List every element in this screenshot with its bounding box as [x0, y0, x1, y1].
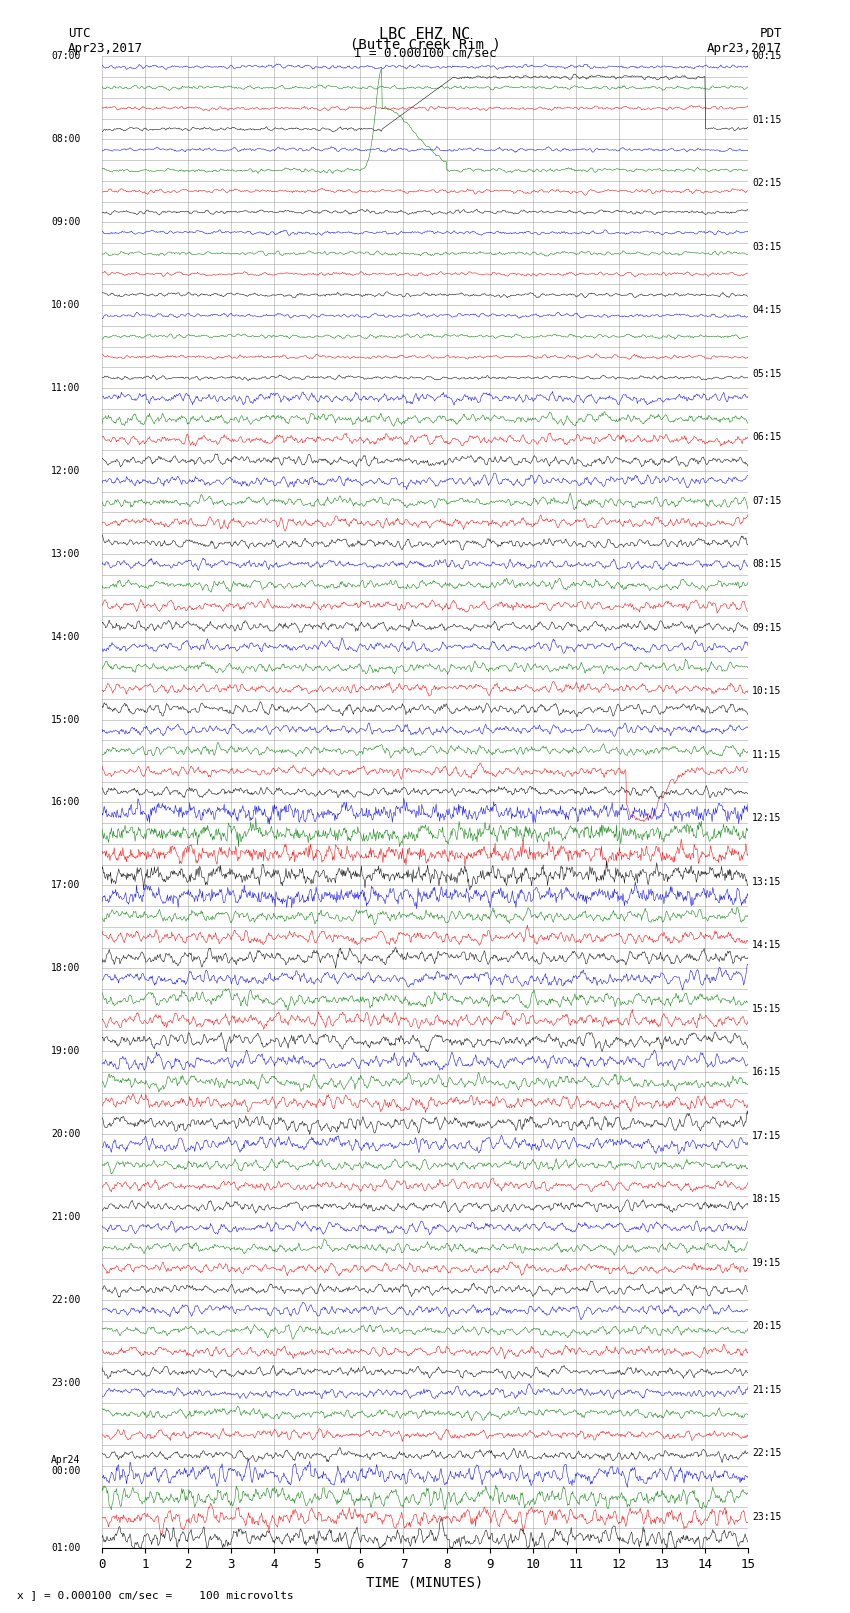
Text: 11:15: 11:15 — [752, 750, 782, 760]
Text: 09:15: 09:15 — [752, 623, 782, 632]
Text: PDT
Apr23,2017: PDT Apr23,2017 — [707, 27, 782, 55]
Text: 10:00: 10:00 — [51, 300, 81, 310]
Text: (Butte Creek Rim ): (Butte Creek Rim ) — [349, 37, 501, 52]
Text: 01:15: 01:15 — [752, 115, 782, 124]
Text: 18:15: 18:15 — [752, 1194, 782, 1205]
Text: 22:00: 22:00 — [51, 1295, 81, 1305]
Text: 16:00: 16:00 — [51, 797, 81, 808]
Text: 12:15: 12:15 — [752, 813, 782, 823]
Text: LBC EHZ NC: LBC EHZ NC — [379, 27, 471, 42]
Text: 15:00: 15:00 — [51, 715, 81, 724]
Text: 21:00: 21:00 — [51, 1211, 81, 1223]
Text: I = 0.000100 cm/sec: I = 0.000100 cm/sec — [354, 47, 496, 60]
Text: 22:15: 22:15 — [752, 1448, 782, 1458]
Text: 13:15: 13:15 — [752, 877, 782, 887]
Text: 13:00: 13:00 — [51, 548, 81, 558]
Text: 19:15: 19:15 — [752, 1258, 782, 1268]
Text: 08:00: 08:00 — [51, 134, 81, 144]
Text: 20:00: 20:00 — [51, 1129, 81, 1139]
Text: 07:15: 07:15 — [752, 495, 782, 506]
Text: 14:15: 14:15 — [752, 940, 782, 950]
Text: 17:15: 17:15 — [752, 1131, 782, 1140]
Text: 12:00: 12:00 — [51, 466, 81, 476]
Text: 01:00: 01:00 — [51, 1544, 81, 1553]
Text: 21:15: 21:15 — [752, 1384, 782, 1395]
Text: 09:00: 09:00 — [51, 218, 81, 227]
Text: 04:15: 04:15 — [752, 305, 782, 316]
Text: 07:00: 07:00 — [51, 52, 81, 61]
Text: 15:15: 15:15 — [752, 1003, 782, 1015]
Text: UTC
Apr23,2017: UTC Apr23,2017 — [68, 27, 143, 55]
Text: x ] = 0.000100 cm/sec =    100 microvolts: x ] = 0.000100 cm/sec = 100 microvolts — [17, 1590, 294, 1600]
Text: Apr24
00:00: Apr24 00:00 — [51, 1455, 81, 1476]
Text: 19:00: 19:00 — [51, 1047, 81, 1057]
Text: 23:00: 23:00 — [51, 1378, 81, 1387]
Text: 18:00: 18:00 — [51, 963, 81, 973]
Text: 11:00: 11:00 — [51, 382, 81, 394]
Text: 06:15: 06:15 — [752, 432, 782, 442]
Text: 03:15: 03:15 — [752, 242, 782, 252]
Text: 08:15: 08:15 — [752, 560, 782, 569]
Text: 00:15: 00:15 — [752, 52, 782, 61]
Text: 23:15: 23:15 — [752, 1511, 782, 1521]
Text: 17:00: 17:00 — [51, 881, 81, 890]
Text: 16:15: 16:15 — [752, 1068, 782, 1077]
X-axis label: TIME (MINUTES): TIME (MINUTES) — [366, 1576, 484, 1589]
Text: 05:15: 05:15 — [752, 369, 782, 379]
Text: 02:15: 02:15 — [752, 179, 782, 189]
Text: 20:15: 20:15 — [752, 1321, 782, 1331]
Text: 10:15: 10:15 — [752, 687, 782, 697]
Text: 14:00: 14:00 — [51, 632, 81, 642]
